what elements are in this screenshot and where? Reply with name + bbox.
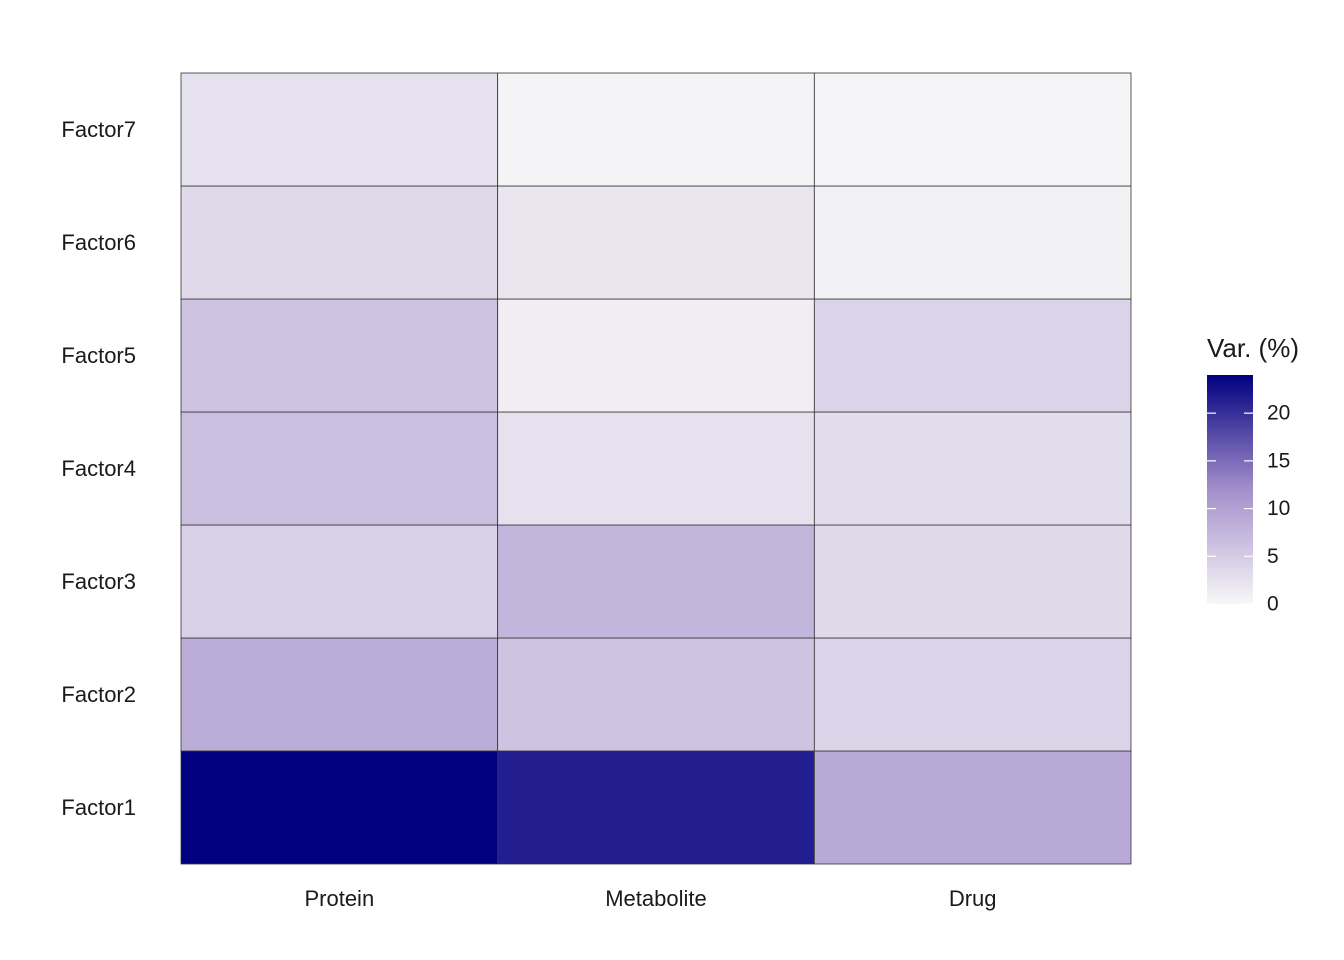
heatmap-cell-factor3-protein	[180, 524, 499, 639]
x-tick-label: Protein	[304, 886, 374, 911]
heatmap-cell-factor7-metabolite	[497, 72, 815, 187]
heatmap-cell-factor1-drug	[813, 750, 1132, 865]
legend-tick-label: 15	[1267, 449, 1290, 472]
legend-colorbar	[1207, 375, 1253, 604]
heatmap-cell-factor5-metabolite	[497, 298, 815, 413]
x-tick-label: Drug	[949, 886, 997, 911]
heatmap-cell-factor6-drug	[813, 185, 1132, 300]
legend-tick-label: 5	[1267, 545, 1279, 568]
y-tick-label: Factor2	[61, 682, 136, 707]
heatmap-cell-factor2-protein	[180, 637, 499, 752]
legend-tick-label: 0	[1267, 593, 1279, 616]
y-tick-label: Factor1	[61, 795, 136, 820]
y-axis-labels: Factor1 Factor2 Factor3 Factor4 Factor5 Facto…	[61, 117, 136, 820]
heatmap-cell-factor4-drug	[813, 411, 1132, 526]
heatmap-cell-factor5-drug	[813, 298, 1132, 413]
heatmap-cell-factor4-protein	[180, 411, 499, 526]
legend-ticks: 0 5 10 15 20	[1207, 402, 1290, 616]
heatmap-cell-factor6-protein	[180, 185, 499, 300]
heatmap-cell-factor5-protein	[180, 298, 499, 413]
y-tick-label: Factor6	[61, 230, 136, 255]
heatmap-cell-factor7-protein	[180, 72, 499, 187]
y-tick-label: Factor4	[61, 456, 136, 481]
legend-title: Var. (%)	[1207, 333, 1299, 363]
heatmap-cell-factor4-metabolite	[497, 411, 815, 526]
color-legend: Var. (%) 0 5 10 15 20	[1207, 333, 1299, 616]
legend-tick-label: 20	[1267, 402, 1290, 425]
y-tick-label: Factor5	[61, 343, 136, 368]
heatmap-cell-factor1-metabolite	[497, 750, 815, 865]
heatmap-cell-factor1-protein	[180, 750, 499, 865]
heatmap-cell-factor3-metabolite	[497, 524, 815, 639]
heatmap-cell-factor2-metabolite	[497, 637, 815, 752]
y-tick-label: Factor3	[61, 569, 136, 594]
heatmap-cell-factor6-metabolite	[497, 185, 815, 300]
heatmap-cell-factor3-drug	[813, 524, 1132, 639]
heatmap-cells	[180, 72, 1132, 865]
x-axis-labels: Protein Metabolite Drug	[304, 886, 996, 911]
x-tick-label: Metabolite	[605, 886, 707, 911]
legend-tick-label: 10	[1267, 497, 1290, 520]
heatmap-cell-factor7-drug	[813, 72, 1132, 187]
y-tick-label: Factor7	[61, 117, 136, 142]
heatmap-cell-factor2-drug	[813, 637, 1132, 752]
